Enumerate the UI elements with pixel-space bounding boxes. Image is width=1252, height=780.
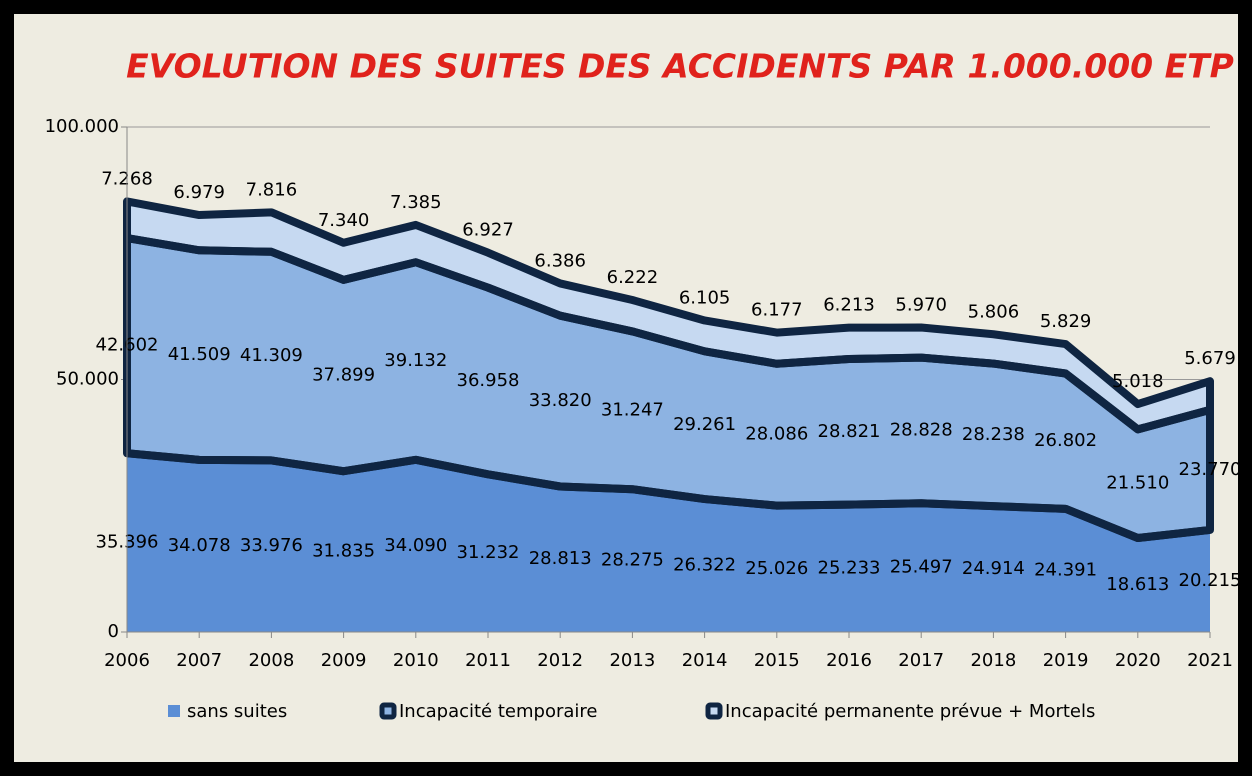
x-tick-label: 2019 bbox=[1043, 650, 1089, 671]
data-label: 28.813 bbox=[529, 548, 592, 569]
data-label: 41.309 bbox=[240, 345, 303, 366]
data-label: 28.821 bbox=[818, 421, 881, 442]
data-label: 7.816 bbox=[246, 179, 298, 200]
x-tick-label: 2014 bbox=[682, 650, 728, 671]
x-tick-label: 2006 bbox=[104, 650, 150, 671]
legend-label: Incapacité temporaire bbox=[399, 701, 597, 722]
data-label: 37.899 bbox=[312, 365, 375, 386]
y-tick-label: 50.000 bbox=[56, 369, 119, 390]
x-tick-label: 2021 bbox=[1187, 650, 1233, 671]
data-label: 24.914 bbox=[962, 558, 1025, 579]
data-label: 6.105 bbox=[679, 287, 731, 308]
data-label: 31.835 bbox=[312, 541, 375, 562]
data-label: 5.018 bbox=[1112, 371, 1164, 392]
x-tick-label: 2016 bbox=[826, 650, 872, 671]
data-label: 24.391 bbox=[1034, 559, 1097, 580]
data-label: 26.802 bbox=[1034, 430, 1097, 451]
data-label: 6.927 bbox=[462, 220, 514, 241]
data-label: 28.275 bbox=[601, 550, 664, 571]
x-tick-label: 2018 bbox=[970, 650, 1016, 671]
x-tick-label: 2007 bbox=[176, 650, 222, 671]
data-label: 41.509 bbox=[168, 344, 231, 365]
data-label: 29.261 bbox=[673, 414, 736, 435]
data-label: 5.679 bbox=[1184, 348, 1236, 369]
y-tick-label: 100.000 bbox=[45, 116, 119, 137]
data-label: 31.232 bbox=[457, 542, 520, 563]
data-label: 5.970 bbox=[895, 295, 947, 316]
data-label: 6.222 bbox=[607, 267, 659, 288]
data-label: 7.340 bbox=[318, 210, 370, 231]
data-label: 20.215 bbox=[1179, 570, 1242, 591]
y-tick-label: 0 bbox=[108, 621, 119, 642]
x-tick-label: 2011 bbox=[465, 650, 511, 671]
data-label: 6.386 bbox=[534, 250, 586, 271]
area-outline bbox=[123, 197, 1214, 434]
data-label: 25.497 bbox=[890, 557, 953, 578]
data-label: 6.177 bbox=[751, 300, 803, 321]
x-tick-label: 2013 bbox=[609, 650, 655, 671]
x-tick-label: 2009 bbox=[321, 650, 367, 671]
area bbox=[127, 238, 1210, 539]
data-label: 33.820 bbox=[529, 390, 592, 411]
data-label: 28.238 bbox=[962, 424, 1025, 445]
area bbox=[127, 201, 1210, 430]
data-label: 28.828 bbox=[890, 419, 953, 440]
data-label: 28.086 bbox=[745, 424, 808, 445]
data-label: 5.806 bbox=[968, 301, 1020, 322]
data-label: 7.385 bbox=[390, 192, 442, 213]
x-tick-label: 2010 bbox=[393, 650, 439, 671]
legend-swatch bbox=[705, 702, 723, 720]
data-label: 31.247 bbox=[601, 399, 664, 420]
legend-swatch bbox=[168, 705, 180, 717]
x-tick-label: 2017 bbox=[898, 650, 944, 671]
data-label: 26.322 bbox=[673, 555, 736, 576]
x-tick-label: 2020 bbox=[1115, 650, 1161, 671]
legend-label: Incapacité permanente prévue + Mortels bbox=[725, 701, 1095, 722]
data-label: 25.026 bbox=[745, 558, 808, 579]
data-label: 39.132 bbox=[384, 350, 447, 371]
data-label: 6.979 bbox=[173, 182, 225, 203]
x-tick-label: 2015 bbox=[754, 650, 800, 671]
data-label: 34.078 bbox=[168, 535, 231, 556]
legend-swatch bbox=[379, 702, 397, 720]
data-label: 33.976 bbox=[240, 535, 303, 556]
data-label: 18.613 bbox=[1106, 574, 1169, 595]
data-label: 5.829 bbox=[1040, 311, 1092, 332]
legend-label: sans suites bbox=[187, 701, 287, 722]
x-tick-label: 2012 bbox=[537, 650, 583, 671]
chart-title: EVOLUTION DES SUITES DES ACCIDENTS PAR 1… bbox=[126, 47, 1234, 86]
area bbox=[127, 453, 1210, 632]
data-label: 34.090 bbox=[384, 535, 447, 556]
x-tick-label: 2008 bbox=[248, 650, 294, 671]
data-label: 25.233 bbox=[818, 557, 881, 578]
data-label: 6.213 bbox=[823, 295, 875, 316]
data-label: 36.958 bbox=[457, 370, 520, 391]
data-label: 21.510 bbox=[1106, 473, 1169, 494]
data-label: 23.770 bbox=[1179, 459, 1242, 480]
